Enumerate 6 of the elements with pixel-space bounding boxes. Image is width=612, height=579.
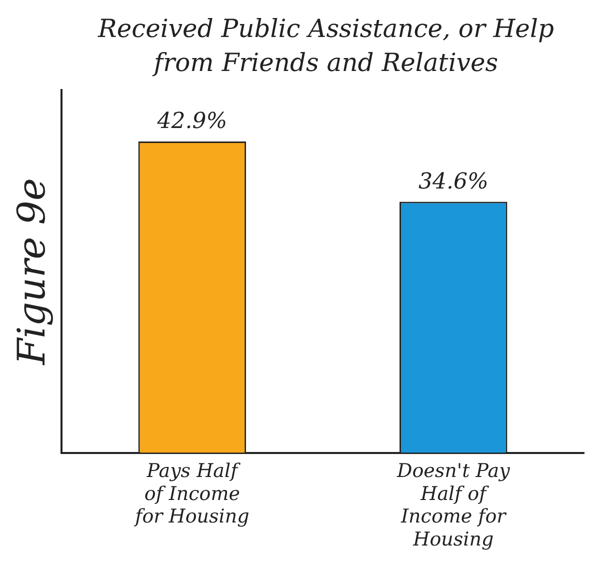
chart-title: Received Public Assistance, or Help from Friends and Relatives: [96, 13, 555, 79]
y-axis-title: Figure 9e: [10, 178, 54, 366]
data-label: 34.6%: [418, 169, 488, 194]
x-tick-label: Pays Half of Income for Housing: [133, 460, 250, 528]
x-tick-label: Doesn't Pay Half of Income for Housing: [396, 460, 510, 551]
data-label: 42.9%: [156, 109, 228, 134]
